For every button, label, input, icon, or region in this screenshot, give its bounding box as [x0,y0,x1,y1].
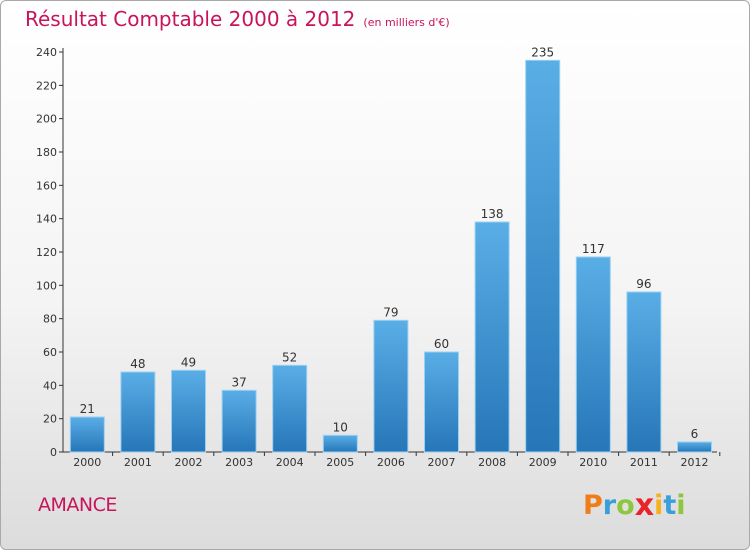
data-label-2005: 10 [333,420,348,434]
bar-2004 [272,364,308,453]
data-label-2009: 235 [531,45,554,59]
x-tick-label-2005: 2005 [326,456,354,469]
logo-letter: i [654,490,664,521]
logo-letter: o [616,490,635,521]
y-tick-label: 20 [43,413,57,426]
y-tick-label: 120 [36,246,57,259]
data-label-2002: 49 [181,355,196,369]
x-tick-label-2002: 2002 [175,456,203,469]
y-tick-label: 80 [43,313,57,326]
y-tick-label: 180 [36,146,57,159]
axes: 0 20 40 60 80 100 120 140 160 180 200 220 240 2000 200… [36,46,721,469]
bar-2012 [677,441,712,453]
y-tick-label: 0 [50,446,57,459]
x-tick-label-2007: 2007 [428,456,456,469]
y-tick-label: 40 [43,379,57,392]
data-label-2007: 60 [434,337,449,351]
x-tick-label-2001: 2001 [124,456,152,469]
x-tick-label-2008: 2008 [478,456,506,469]
data-label-2008: 138 [481,207,504,221]
bar-2007 [424,351,459,453]
bar-2000 [69,416,105,453]
y-tick-label: 100 [36,279,57,292]
x-tick-label-2012: 2012 [681,456,709,469]
data-label-2012: 6 [691,427,699,441]
x-tick-label-2011: 2011 [630,456,658,469]
data-label-2011: 96 [636,277,651,291]
data-label-2001: 48 [130,357,145,371]
bar-2003 [221,389,257,453]
x-tick-label-2010: 2010 [579,456,607,469]
commune-name: AMANCE [38,494,117,516]
chart-title-text: Résultat Comptable 2000 à 2012 [25,7,356,31]
logo-letter: r [602,490,617,521]
data-label-2004: 52 [282,350,297,364]
bar-2005 [322,434,358,453]
bar-2002 [171,369,206,453]
bars: 21 48 49 37 52 10 79 60 138 235 117 96 6 [69,45,712,453]
y-tick-label: 160 [36,179,57,192]
x-tick-label-2003: 2003 [225,456,253,469]
x-tick-label-2006: 2006 [377,456,405,469]
bar-2009 [525,59,561,453]
x-tick-label-2000: 2000 [73,456,101,469]
data-label-2006: 79 [383,305,398,319]
bar-2011 [626,291,662,453]
y-tick-label: 60 [43,346,57,359]
bar-2006 [373,319,409,453]
logo-letter: t [663,490,677,521]
logo-letter: x [634,488,655,523]
x-tick-label-2004: 2004 [276,456,304,469]
bar-2008 [474,221,510,453]
bar-2001 [120,371,156,453]
chart-subtitle: (en milliers d'€) [363,16,450,29]
data-label-2010: 117 [582,242,605,256]
y-tick-label: 140 [36,213,57,226]
bar-2010 [575,256,611,453]
data-label-2000: 21 [80,402,95,416]
chart-title: Résultat Comptable 2000 à 2012 (en millie… [25,7,450,31]
logo-letter: i [676,490,686,521]
logo-letter: P [583,490,603,521]
y-tick-label: 240 [36,46,57,59]
y-tick-label: 200 [36,113,57,126]
data-label-2003: 37 [231,375,246,389]
y-tick-label: 220 [36,79,57,92]
proxiti-logo: Proxiti [583,487,686,523]
x-tick-label-2009: 2009 [529,456,557,469]
